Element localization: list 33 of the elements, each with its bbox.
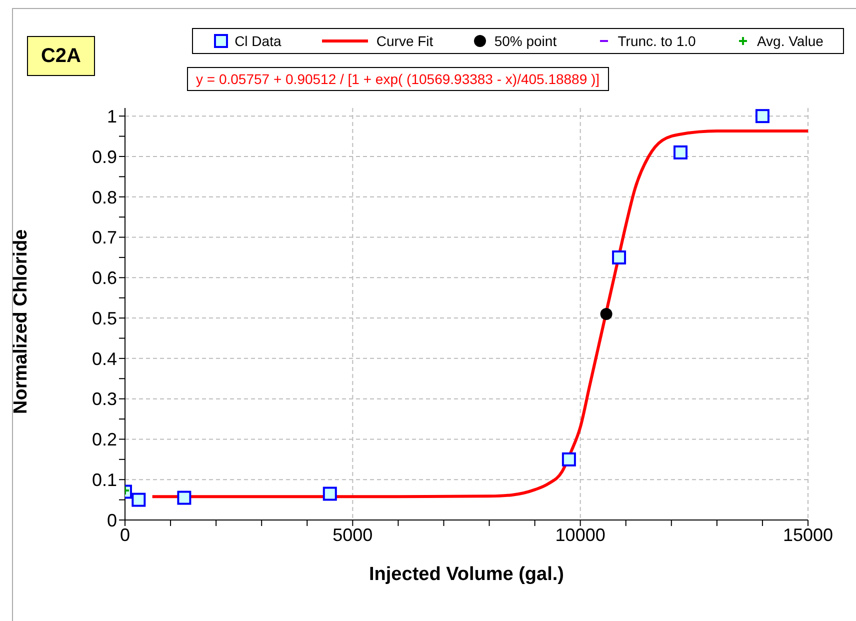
point: [562, 452, 576, 466]
y-tick-label: 0.4: [92, 348, 117, 369]
y-tick-label: 0.1: [92, 470, 117, 490]
legend-label: Trunc. to 1.0: [618, 33, 696, 49]
x-tick-label: 15000: [782, 524, 834, 545]
legend-label: Curve Fit: [376, 33, 434, 49]
point: [177, 490, 192, 505]
y-tick-label: 0.8: [92, 187, 117, 208]
x-tick-label: 0: [120, 524, 130, 545]
y-tick-label: 0.7: [92, 228, 117, 248]
y-tick-label: 0.9: [92, 146, 117, 167]
y-tick-label: 0.2: [92, 430, 117, 450]
y-tick-label: 0.5: [92, 308, 117, 328]
point: [322, 486, 337, 501]
x-tick-label: 10000: [555, 524, 606, 545]
point: [132, 492, 146, 507]
point: [612, 250, 626, 264]
y-tick-label: 0.3: [92, 389, 117, 410]
text: y = 0.05757 + 0.90512 / [1 + exp( (10569.93383 - x)/405.18889 )]: [187, 67, 609, 91]
legend-label: Avg. Value: [756, 33, 824, 49]
y-tick-label: 0: [106, 510, 117, 530]
legend-label: 50% point: [494, 33, 557, 49]
y-axis-title: Normalized Chloride: [10, 229, 32, 414]
point: [600, 308, 612, 320]
y-tick-label: 0.6: [92, 268, 117, 288]
x-tick-label: 5000: [332, 524, 373, 545]
line-series: [150, 130, 808, 498]
chart-title: C2A: [27, 36, 95, 76]
x-axis-title: Injected Volume (gal.): [369, 564, 564, 585]
y-tick-label: 1: [106, 106, 117, 126]
point: [674, 145, 688, 160]
point: [755, 109, 770, 124]
legend-label: Cl Data: [234, 33, 282, 49]
